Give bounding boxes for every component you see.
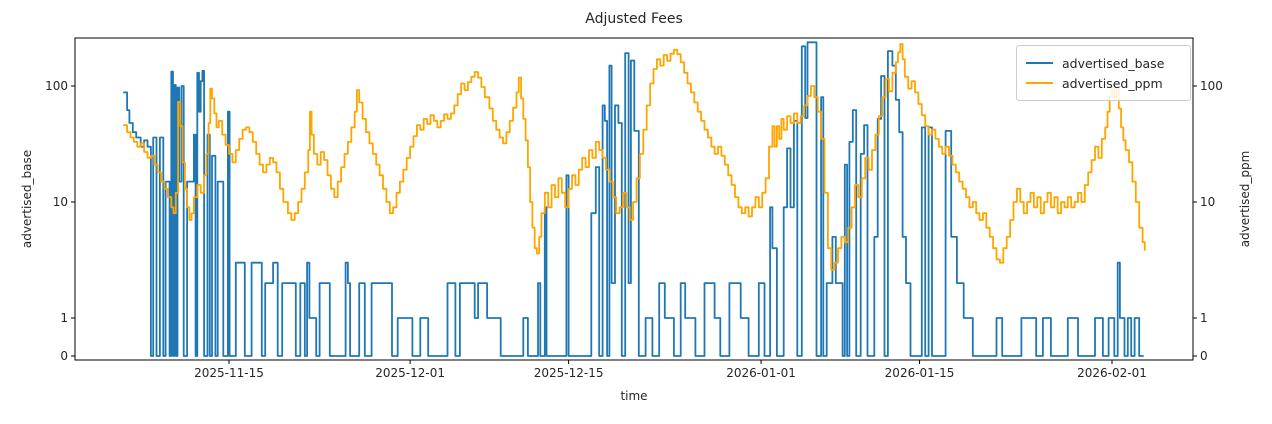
x-tick-label: 2025-11-15 xyxy=(194,366,264,380)
legend-item: advertised_ppm xyxy=(1026,73,1180,93)
x-tick-label: 2026-01-01 xyxy=(726,366,796,380)
x-axis-label: time xyxy=(620,389,648,403)
y-tick-label-right: 100 xyxy=(1200,79,1223,93)
y-axis-label-right: advertised_ppm xyxy=(1238,150,1252,248)
legend-label: advertised_ppm xyxy=(1062,75,1163,91)
legend-item: advertised_base xyxy=(1026,53,1180,73)
y-tick-label-right: 1 xyxy=(1200,311,1208,325)
chart-title: Adjusted Fees xyxy=(585,11,683,27)
x-tick-label: 2025-12-15 xyxy=(533,366,604,380)
y-tick-label-left: 10 xyxy=(52,195,68,209)
y-tick-label-right: 10 xyxy=(1200,195,1216,209)
legend-line-swatch-ppm xyxy=(1026,81,1053,85)
legend-line-swatch-base xyxy=(1026,61,1053,65)
y-tick-label-left: 0 xyxy=(60,349,68,363)
x-tick-label: 2025-12-01 xyxy=(375,366,445,380)
legend-label: advertised_base xyxy=(1062,55,1165,71)
legend: advertised_base advertised_ppm xyxy=(1016,45,1191,101)
y-tick-label-left: 100 xyxy=(45,79,68,93)
x-tick-label: 2026-02-01 xyxy=(1077,366,1147,380)
y-axis-label-left: advertised_base xyxy=(20,149,34,249)
y-tick-label-right: 0 xyxy=(1200,349,1208,363)
y-tick-label-left: 1 xyxy=(60,311,68,325)
x-tick-label: 2026-01-15 xyxy=(884,366,955,380)
